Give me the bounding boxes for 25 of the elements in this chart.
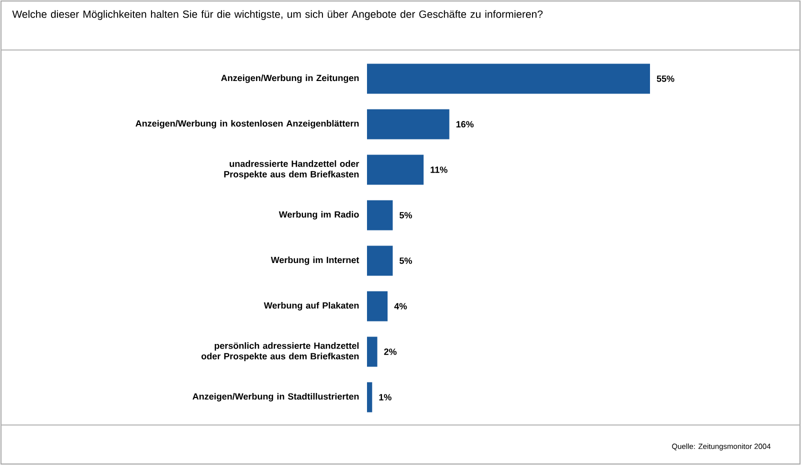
bar — [367, 291, 388, 322]
bar — [367, 246, 393, 276]
bar — [367, 200, 393, 230]
data-label: 4% — [394, 303, 407, 310]
bar — [367, 109, 450, 140]
data-label: 2% — [384, 348, 397, 355]
bar — [367, 336, 378, 367]
y-tick-label: persönlich adressierte Handzettel oder Prospekte aus dem Briefkasten — [201, 342, 359, 362]
y-tick-label: Anzeigen/Werbung in Zeitungen — [221, 74, 359, 83]
y-tick-label: Werbung auf Plakaten — [264, 302, 359, 310]
data-label: 16% — [456, 121, 474, 128]
bar — [367, 64, 650, 94]
data-label: 5% — [400, 212, 412, 218]
y-tick-label: Werbung im Radio — [278, 211, 359, 220]
data-label: 11% — [430, 166, 448, 173]
text: Welche dieser Möglichkeiten halten Sie für die wichtigste, um sich über Angebote der Geschäfte zu informieren? — [12, 10, 543, 20]
data-label: 5% — [400, 258, 412, 264]
y-tick-label: Werbung im Internet — [270, 256, 360, 265]
data-label: 1% — [379, 394, 392, 400]
y-tick-label: unadressierte Handzettel oder Prospekte aus dem Briefkasten — [224, 160, 360, 180]
y-tick-label: Anzeigen/Werbung in kostenlosen Anzeigenblättern — [136, 120, 359, 128]
bar — [367, 154, 424, 185]
data-label: 55% — [656, 76, 674, 82]
y-tick-label: Anzeigen/Werbung in Stadtillustrierten — [192, 393, 359, 402]
bar — [367, 382, 372, 412]
